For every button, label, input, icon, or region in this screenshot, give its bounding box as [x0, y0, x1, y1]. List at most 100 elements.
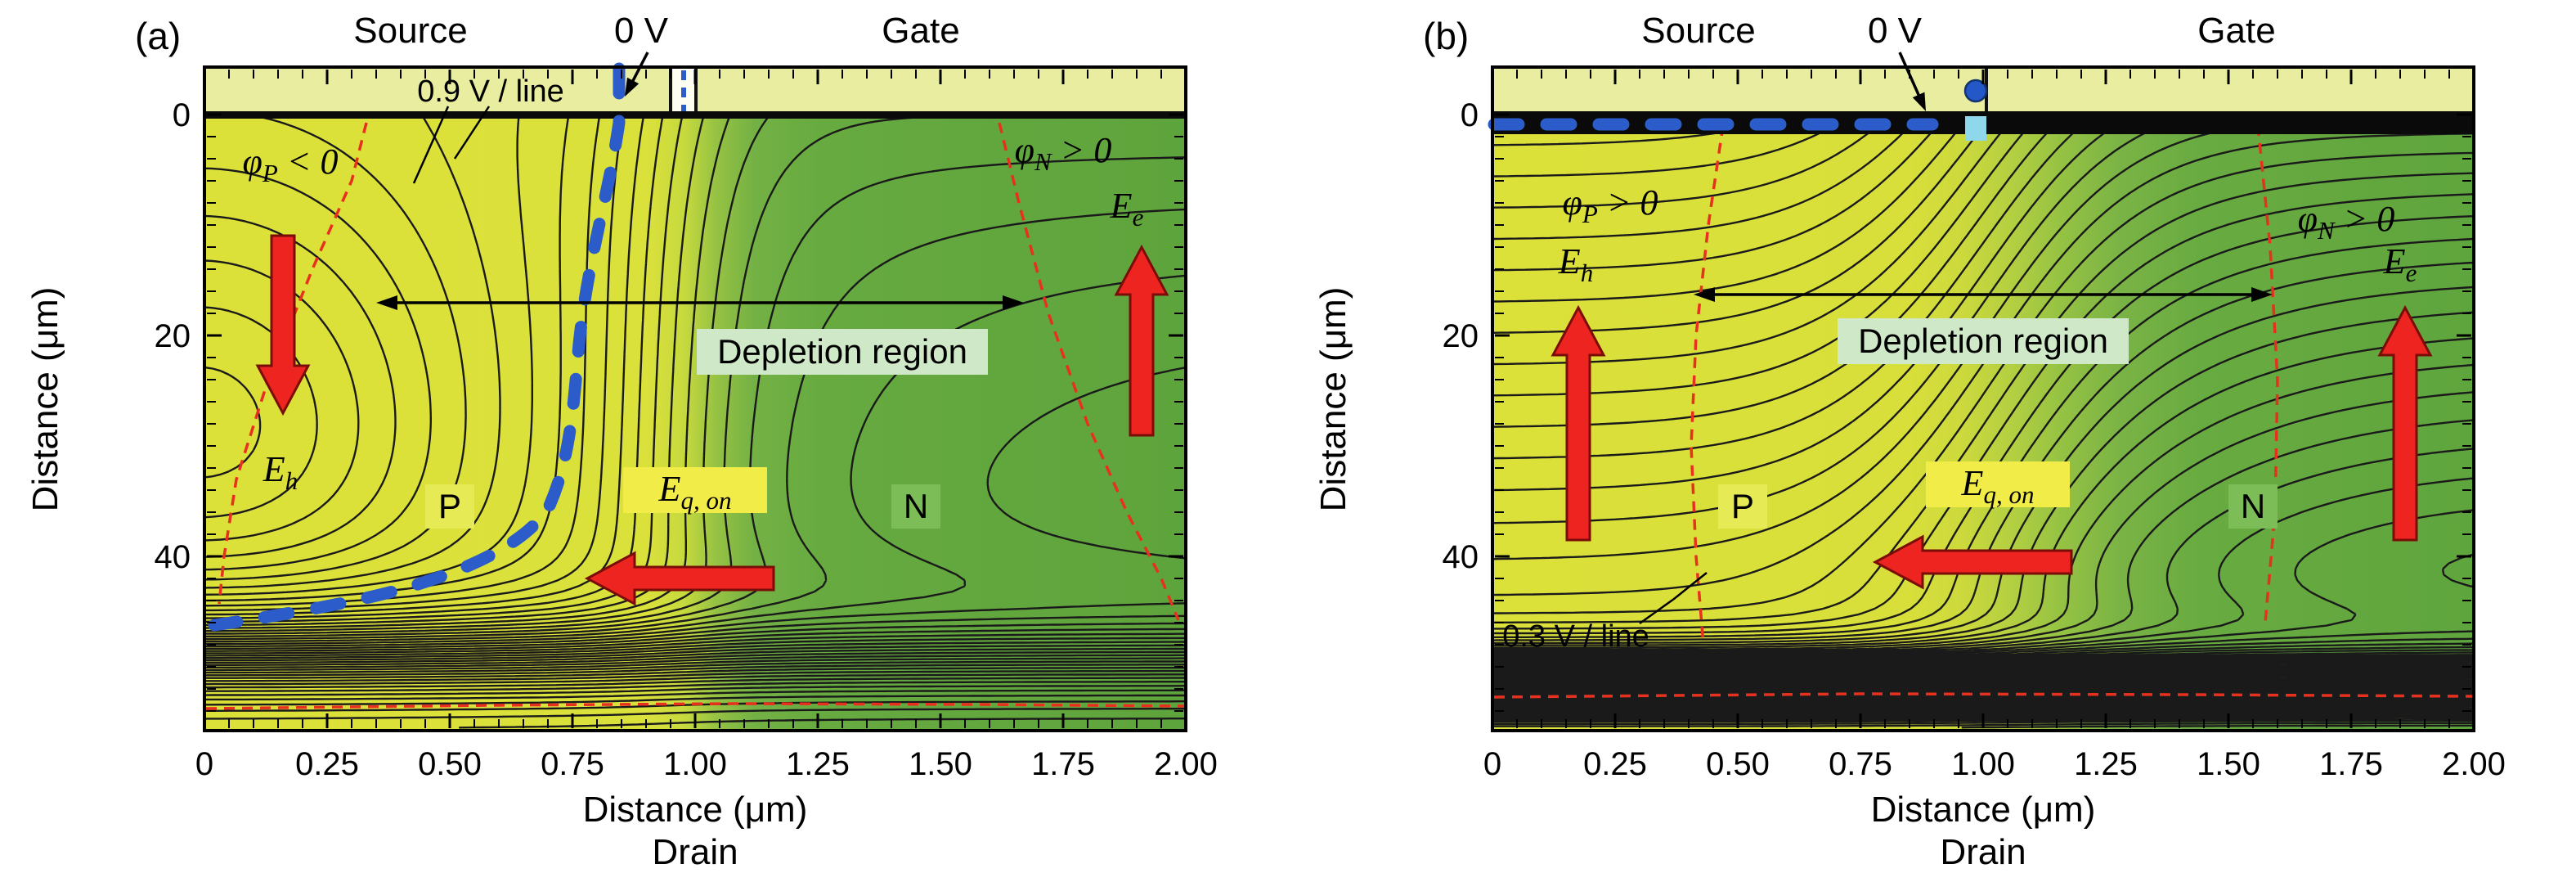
gate-label: Gate — [882, 11, 959, 51]
x-tick-label: 1.25 — [786, 746, 850, 782]
depletion-span-arrowhead — [1003, 295, 1024, 310]
panel-b: (b) Source 0 V Gate 0.3 V / line φP > 0 … — [1288, 0, 2576, 891]
x-tick-label: 1.00 — [1951, 746, 2015, 782]
n-region-label: N — [904, 487, 928, 525]
note-leader-line — [453, 106, 491, 160]
electric-field-arrow — [584, 551, 775, 606]
pointer-arrowhead — [1912, 92, 1926, 111]
depletion-region-label: Depletion region — [717, 332, 967, 371]
gate-edge-line — [694, 69, 698, 115]
pointer-arrowhead — [625, 77, 640, 97]
electric-field-arrow — [1872, 534, 2073, 590]
panel-letter: (a) — [135, 15, 181, 57]
zero-volt-contour — [208, 62, 626, 632]
x-tick-label: 0.25 — [295, 746, 359, 782]
note-leader-line — [412, 106, 450, 184]
x-tick-label: 1.50 — [909, 746, 972, 782]
drain-label: Drain — [1940, 832, 2026, 872]
p-region-label: P — [1731, 487, 1754, 525]
source-edge-line — [669, 69, 672, 115]
contour-plot-a: (a) Source 0 V Gate 0.9 V / line φP < 0 … — [25, 11, 1218, 872]
y-tick-label: 20 — [1443, 318, 1479, 354]
drain-label: Drain — [652, 832, 738, 872]
overlay-arrows — [1551, 52, 2433, 590]
y-axis-title: Distance (μm) — [1313, 287, 1353, 512]
source-label: Source — [353, 11, 467, 51]
eh-label: Eh — [1558, 241, 1593, 287]
n-region-label: N — [2241, 487, 2265, 525]
x-tick-label: 1.25 — [2074, 746, 2138, 782]
x-tick-label: 0.50 — [1706, 746, 1770, 782]
gate-label: Gate — [2197, 11, 2275, 51]
x-tick-label: 0.75 — [1829, 746, 1892, 782]
eh-label: Eh — [263, 449, 298, 495]
eq-label-bg — [623, 467, 767, 513]
depletion-span-arrowhead — [1694, 287, 1715, 302]
electric-field-arrow — [1551, 304, 1606, 542]
p-region-bg — [425, 484, 474, 529]
depletion-region-label: Depletion region — [1858, 322, 2108, 360]
electric-field-arrow — [255, 234, 311, 416]
contour-interval-note: 0.9 V / line — [417, 74, 564, 109]
depletion-span-arrowhead — [2251, 287, 2273, 302]
pointer-arrow-line — [1898, 52, 1923, 101]
phi-p-label: φP < 0 — [243, 142, 339, 187]
note-leader-line — [1639, 572, 1708, 625]
gap-channel-mark — [1965, 116, 1986, 141]
n-region-bg — [891, 484, 940, 529]
x-tick-label: 1.75 — [1031, 746, 1095, 782]
y-tick-label: 0 — [1461, 97, 1479, 133]
plot-border — [203, 65, 1187, 732]
axis-ticks: 0 0.25 0.50 0.75 1.00 1.25 1.50 1.75 2.00 0 20 40 — [1443, 70, 2506, 782]
contour-interval-note: 0.3 V / line — [1502, 619, 1649, 654]
panel-a: (a) Source 0 V Gate 0.9 V / line φP < 0 … — [25, 11, 1218, 872]
bias-label: 0 V — [614, 11, 669, 51]
plot-border — [1491, 65, 2475, 732]
ee-label: Ee — [1110, 186, 1144, 232]
depletion-span-arrowhead — [376, 295, 397, 310]
phi-n-label: φN > 0 — [1015, 130, 1112, 176]
y-tick-label: 40 — [1443, 539, 1479, 575]
contour-plot-b: (b) Source 0 V Gate 0.3 V / line φP > 0 … — [1313, 11, 2506, 872]
x-tick-label: 2.00 — [1154, 746, 1218, 782]
gap-contact-dot — [1963, 79, 1988, 103]
x-axis-title: Distance (μm) — [1871, 790, 2096, 830]
p-region-bg — [1718, 484, 1767, 529]
x-tick-label: 1.00 — [663, 746, 727, 782]
phi-p-label: φP > 0 — [1563, 182, 1658, 228]
x-tick-label: 1.75 — [2319, 746, 2383, 782]
axis-ticks: 0 0.25 0.50 0.75 1.00 1.25 1.50 1.75 2.00 0 20 40 — [155, 70, 1218, 782]
x-tick-label: 2.00 — [2442, 746, 2506, 782]
x-tick-label: 0.25 — [1583, 746, 1647, 782]
y-tick-label: 20 — [155, 318, 191, 354]
x-tick-label: 1.50 — [2197, 746, 2260, 782]
ee-label: Ee — [2383, 241, 2417, 287]
overlay-arrows — [255, 52, 1169, 606]
electric-field-arrow — [1114, 244, 1169, 437]
x-tick-label: 0.50 — [418, 746, 482, 782]
x-tick-label: 0 — [195, 746, 213, 782]
x-axis-title: Distance (μm) — [583, 790, 808, 830]
depletion-boundary-bottom — [205, 702, 1185, 710]
eq-label-bg — [1926, 461, 2070, 507]
depletion-label-bg — [697, 329, 988, 375]
panel-letter: (b) — [1423, 15, 1469, 57]
x-tick-label: 0.75 — [541, 746, 604, 782]
phi-n-label: φN > 0 — [2298, 199, 2395, 245]
depletion-label-bg — [1838, 318, 2129, 364]
eq-on-label: Eq, on — [658, 469, 732, 515]
n-region-bg — [2228, 484, 2278, 529]
p-region-label: P — [438, 487, 461, 525]
y-tick-label: 0 — [173, 97, 191, 133]
surface-line — [204, 111, 1186, 119]
bias-label: 0 V — [1868, 11, 1923, 51]
source-label: Source — [1641, 11, 1755, 51]
x-tick-label: 0 — [1483, 746, 1501, 782]
y-axis-title: Distance (μm) — [25, 287, 65, 512]
depletion-boundary-right — [998, 122, 1180, 621]
depletion-boundary-right — [2256, 124, 2279, 623]
depletion-boundary-bottom — [1493, 692, 2473, 699]
electric-field-arrow — [2377, 304, 2433, 542]
y-tick-label: 40 — [155, 539, 191, 575]
